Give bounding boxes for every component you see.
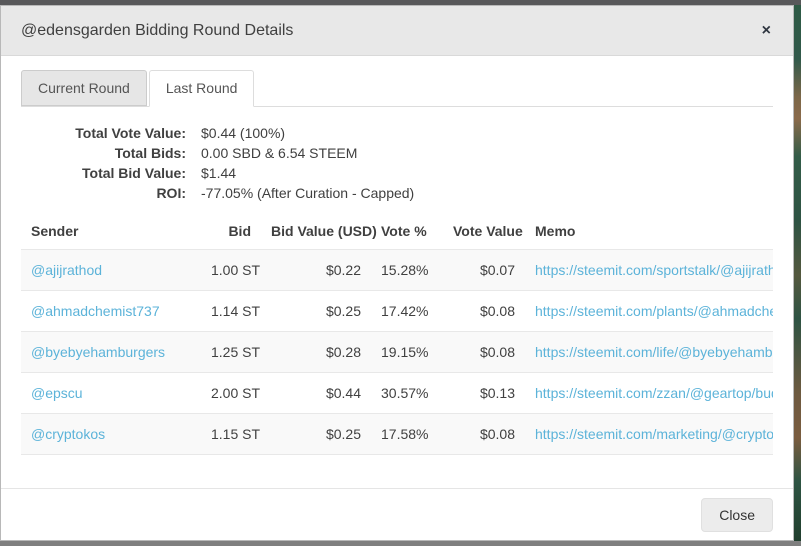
vote-pct-cell: 15.28% [381,262,429,278]
table-row: @byebyehamburgers 1.25 STEEM $0.28 19.15… [21,331,773,373]
memo-link[interactable]: https://steemit.com/marketing/@cryptokos [535,426,773,442]
page-backdrop [793,5,801,546]
modal-footer: Close [1,488,793,540]
bid-value-cell: $0.25 [325,303,361,319]
vote-pct-cell: 30.57% [381,385,429,401]
vote-value-cell: $0.08 [479,303,515,319]
memo-link[interactable]: https://steemit.com/life/@byebyehamburge… [535,344,773,360]
summary-label: Total Vote Value: [75,125,186,141]
memo-link[interactable]: https://steemit.com/sportstalk/@ajijrath… [535,262,773,278]
column-header-memo: Memo [535,223,576,239]
column-header-vote-value: Vote Value [453,223,523,239]
bids-table: Sender Bid Bid Value (USD) Vote % Vote V… [21,217,773,455]
bid-value-cell: $0.44 [325,385,361,401]
vote-value-cell: $0.08 [479,344,515,360]
summary-value: 0.00 SBD & 6.54 STEEM [201,145,358,161]
memo-link[interactable]: https://steemit.com/plants/@ahmadchemist… [535,303,773,319]
bid-cell: 1.15 STEEM [211,426,261,442]
vote-value-cell: $0.13 [479,385,515,401]
sender-link[interactable]: @ajijrathod [31,262,103,278]
summary-label: Total Bids: [114,145,186,161]
sender-link[interactable]: @ahmadchemist737 [31,303,160,319]
table-row: @ahmadchemist737 1.14 STEEM $0.25 17.42%… [21,290,773,332]
table-row: @ajijrathod 1.00 STEEM $0.22 15.28% $0.0… [21,249,773,291]
table-row: @cryptokos 1.15 STEEM $0.25 17.58% $0.08… [21,413,773,455]
vote-pct-cell: 19.15% [381,344,429,360]
bid-cell: 2.00 STEEM [211,385,261,401]
summary-row: Total Bid Value: $1.44 [21,163,773,183]
memo-link[interactable]: https://steemit.com/zzan/@geartop/budg [535,385,773,401]
bid-value-cell: $0.25 [325,426,361,442]
page-top-bar [0,0,801,5]
summary-row: Total Vote Value: $0.44 (100%) [21,123,773,143]
bid-value-cell: $0.22 [325,262,361,278]
summary-label: Total Bid Value: [82,165,186,181]
vote-pct-cell: 17.42% [381,303,429,319]
sender-link[interactable]: @byebyehamburgers [31,344,166,360]
modal-header: @edensgarden Bidding Round Details × [1,6,793,56]
table-header-row: Sender Bid Bid Value (USD) Vote % Vote V… [21,217,773,250]
summary-value: -77.05% (After Curation - Capped) [201,185,415,201]
summary-value: $1.44 [201,165,237,181]
sender-link[interactable]: @cryptokos [31,426,106,442]
page-title: @edensgarden Bidding Round Details [21,21,294,39]
close-button[interactable]: Close [701,497,773,532]
summary-row: Total Bids: 0.00 SBD & 6.54 STEEM [21,143,773,163]
bidding-round-details-modal: @edensgarden Bidding Round Details × Cur… [0,5,794,541]
summary-value: $0.44 (100%) [201,125,286,141]
close-icon[interactable]: × [760,19,773,43]
bid-cell: 1.14 STEEM [211,303,261,319]
vote-value-cell: $0.08 [479,426,515,442]
bid-value-cell: $0.28 [325,344,361,360]
bid-cell: 1.00 STEEM [211,262,261,278]
tab-current-round[interactable]: Current Round [21,70,147,106]
column-header-bid: Bid [228,223,251,239]
table-row: @epscu 2.00 STEEM $0.44 30.57% $0.13 htt… [21,372,773,414]
modal-body: Current Round Last Round Total Vote Valu… [1,56,793,488]
sender-link[interactable]: @epscu [31,385,83,401]
tab-last-round[interactable]: Last Round [148,70,255,107]
column-header-sender: Sender [31,223,79,239]
bid-cell: 1.25 STEEM [211,344,261,360]
column-header-bid-value: Bid Value (USD) [271,223,377,239]
vote-pct-cell: 17.58% [381,426,429,442]
column-header-vote-pct: Vote % [381,223,427,239]
round-tabs: Current Round Last Round [21,70,773,107]
vote-value-cell: $0.07 [479,262,515,278]
round-summary: Total Vote Value: $0.44 (100%) Total Bid… [21,123,773,203]
page-bottom-bar [0,541,801,546]
summary-row: ROI: -77.05% (After Curation - Capped) [21,183,773,203]
summary-label: ROI: [156,185,186,201]
